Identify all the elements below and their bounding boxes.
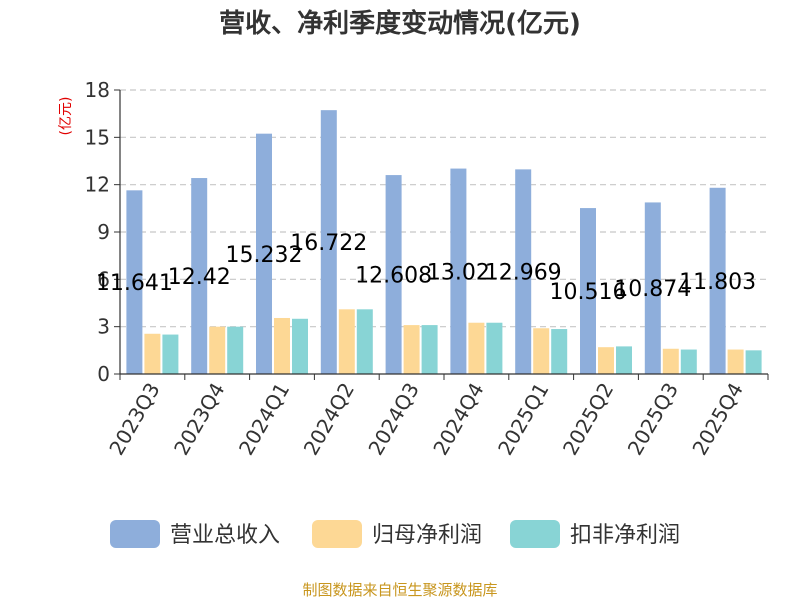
- bar-3-2025Q3: [680, 349, 697, 374]
- bar-3-2024Q1: [292, 318, 308, 374]
- bar-2-2024Q4: [468, 322, 485, 374]
- legend-label: 归母净利润: [372, 523, 482, 548]
- y-tick-label: 15: [85, 125, 110, 149]
- bar-1-2025Q4: [709, 187, 726, 374]
- bar-2-2024Q3: [403, 325, 420, 374]
- bar-3-2025Q4: [745, 350, 762, 374]
- y-tick-label: 6: [97, 267, 110, 291]
- bar-3-2024Q3: [421, 325, 438, 374]
- y-tick-label: 12: [85, 173, 110, 197]
- bar-2-2025Q4: [727, 349, 744, 374]
- data-label: 10.516: [550, 280, 627, 305]
- data-label: 13.02: [427, 260, 490, 285]
- legend-label: 营业总收入: [170, 523, 280, 548]
- legend-swatch: [110, 520, 160, 548]
- bar-1-2024Q3: [385, 175, 402, 374]
- legend-label: 扣非净利润: [570, 523, 680, 548]
- bar-2-2024Q2: [338, 309, 355, 374]
- bar-3-2024Q4: [486, 322, 503, 374]
- x-tick-label: 2025Q3: [623, 379, 683, 460]
- x-tick-label: 2025Q4: [687, 379, 747, 460]
- x-tick-label: 2025Q1: [493, 379, 553, 460]
- x-tick-label: 2024Q2: [299, 379, 359, 460]
- x-tick-label: 2024Q1: [234, 379, 294, 460]
- bar-2-2025Q2: [598, 347, 614, 374]
- y-axis-ticks: 0 3 6 9 12 15 18: [85, 78, 120, 386]
- bar-3-2024Q2: [356, 309, 373, 374]
- x-tick-label: 2024Q3: [363, 379, 423, 460]
- data-label: 12.608: [355, 264, 432, 289]
- data-label: 11.641: [96, 271, 173, 296]
- data-label: 12.42: [168, 265, 231, 290]
- bar-1-2025Q3: [644, 202, 661, 374]
- bar-3-2025Q1: [551, 329, 568, 374]
- y-axis-unit: (亿元): [58, 97, 74, 136]
- bar-1-2024Q1: [256, 133, 272, 374]
- bar-1-2023Q3: [126, 190, 143, 374]
- bar-2-2025Q1: [533, 328, 550, 374]
- x-tick-label: 2023Q3: [104, 379, 164, 460]
- y-tick-label: 0: [97, 362, 110, 386]
- x-tick-label: 2024Q4: [428, 379, 488, 460]
- data-label: 12.969: [485, 261, 562, 286]
- bar-2-2023Q3: [144, 333, 161, 374]
- legend: 营业总收入 归母净利润 扣非净利润: [110, 520, 680, 548]
- bar-3-2023Q3: [162, 334, 179, 374]
- bar-series: [126, 110, 762, 374]
- bar-1-2024Q2: [320, 110, 337, 374]
- data-label: 16.722: [290, 231, 367, 256]
- data-label: 11.803: [679, 270, 756, 295]
- chart-title: 营收、净利季度变动情况(亿元): [219, 8, 581, 39]
- source-note: 制图数据来自恒生聚源数据库: [302, 581, 497, 599]
- bar-3-2023Q4: [227, 326, 244, 374]
- bar-1-2025Q2: [580, 208, 596, 374]
- data-label: 10.874: [614, 277, 691, 302]
- bar-1-2024Q4: [450, 168, 467, 374]
- x-tick-label: 2023Q4: [169, 379, 229, 460]
- bar-1-2025Q1: [515, 169, 532, 374]
- x-tick-label: 2025Q2: [558, 379, 618, 460]
- data-label: 15.232: [226, 243, 303, 268]
- y-tick-label: 3: [97, 315, 110, 339]
- y-tick-label: 9: [97, 220, 110, 244]
- bar-2-2023Q4: [209, 326, 226, 374]
- legend-swatch: [510, 520, 560, 548]
- bar-3-2025Q2: [616, 346, 632, 374]
- y-tick-label: 18: [85, 78, 110, 102]
- bar-2-2025Q3: [662, 348, 679, 374]
- bar-1-2023Q4: [191, 178, 208, 374]
- bar-2-2024Q1: [274, 317, 290, 374]
- legend-swatch: [312, 520, 362, 548]
- x-axis-ticks: 2023Q3 2023Q4 2024Q1 2024Q2 2024Q3 2024Q4 2025…: [104, 374, 769, 460]
